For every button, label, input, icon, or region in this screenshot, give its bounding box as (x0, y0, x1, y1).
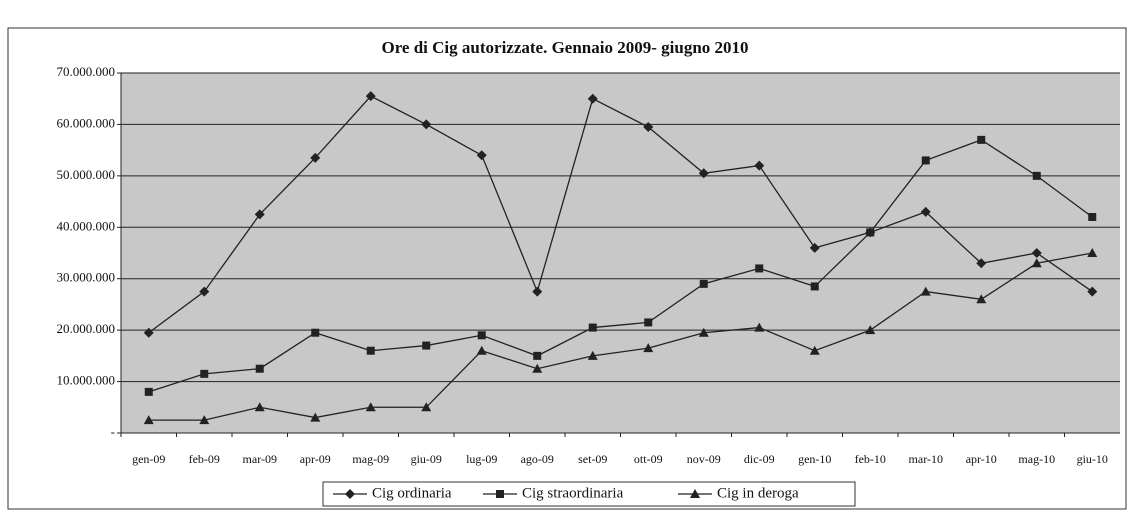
marker-diamond (587, 93, 598, 104)
y-tick-label: - (111, 424, 115, 439)
marker-triangle (254, 402, 265, 412)
x-tick-label: feb-10 (855, 452, 886, 466)
marker-triangle (920, 286, 931, 296)
legend-label: Cig ordinaria (372, 485, 452, 501)
series-line (148, 95, 1093, 334)
x-tick-label: gen-10 (798, 452, 831, 466)
marker-square (496, 490, 504, 498)
marker-square (422, 341, 431, 350)
x-tick-label: apr-10 (966, 452, 997, 466)
y-tick-label: 20.000.000 (57, 321, 116, 336)
marker-square (366, 346, 375, 355)
marker-triangle (199, 415, 210, 425)
series-line (148, 252, 1093, 421)
x-tick-label: mag-10 (1018, 452, 1055, 466)
marker-diamond (476, 150, 487, 161)
marker-diamond (1031, 248, 1042, 258)
marker-square (977, 135, 986, 144)
marker-square (810, 282, 819, 291)
legend-box (322, 481, 856, 507)
marker-diamond (199, 286, 210, 297)
marker-triangle (754, 322, 765, 332)
marker-diamond (643, 122, 654, 132)
marker-square (533, 351, 542, 360)
marker-diamond (1087, 286, 1098, 297)
marker-square (255, 364, 264, 373)
marker-triangle (421, 402, 432, 412)
marker-square (1032, 171, 1041, 180)
x-tick-label: mar-10 (909, 452, 943, 466)
marker-square (699, 279, 708, 288)
marker-triangle (1087, 248, 1098, 257)
marker-diamond (920, 206, 931, 217)
x-tick-label: mar-09 (243, 452, 277, 466)
series-line (148, 139, 1093, 393)
x-tick-label: giu-09 (411, 452, 442, 466)
y-tick-label: 70.000.000 (57, 64, 116, 79)
x-tick-label: ago-09 (521, 452, 554, 466)
marker-triangle (976, 294, 987, 304)
marker-square (477, 331, 486, 340)
plot-area (121, 73, 1120, 433)
legend-label: Cig in deroga (717, 485, 799, 501)
marker-diamond (310, 152, 321, 163)
marker-diamond (754, 160, 765, 171)
marker-diamond (698, 168, 709, 179)
legend-label: Cig straordinaria (522, 485, 624, 501)
marker-triangle (365, 402, 376, 412)
marker-diamond (365, 91, 376, 102)
y-tick-label: 30.000.000 (57, 270, 116, 285)
marker-square (311, 328, 320, 337)
marker-diamond (421, 119, 432, 130)
marker-triangle (690, 489, 700, 498)
x-tick-label: ott-09 (634, 452, 663, 466)
marker-triangle (476, 345, 487, 355)
marker-triangle (809, 345, 820, 355)
x-tick-label: feb-09 (189, 452, 220, 466)
marker-triangle (310, 412, 321, 422)
x-tick-label: set-09 (578, 452, 607, 466)
x-tick-label: gen-09 (132, 452, 165, 466)
marker-triangle (643, 343, 654, 353)
marker-square (144, 387, 153, 396)
y-tick-label: 60.000.000 (57, 115, 116, 130)
marker-diamond (254, 209, 265, 220)
x-tick-label: mag-09 (352, 452, 389, 466)
marker-diamond (143, 327, 154, 338)
marker-square (921, 156, 930, 165)
marker-square (866, 228, 875, 237)
marker-diamond (809, 242, 820, 253)
x-tick-label: apr-09 (300, 452, 331, 466)
y-tick-label: 10.000.000 (57, 373, 116, 388)
x-tick-label: nov-09 (687, 452, 721, 466)
x-tick-label: dic-09 (744, 452, 775, 466)
marker-triangle (698, 327, 709, 337)
marker-square (755, 264, 764, 273)
chart-title: Ore di Cig autorizzate. Gennaio 2009- gi… (381, 38, 748, 57)
marker-triangle (587, 350, 598, 360)
marker-triangle (865, 325, 876, 335)
marker-triangle (1031, 258, 1042, 268)
marker-diamond (345, 489, 355, 499)
x-tick-label: lug-09 (466, 452, 497, 466)
marker-triangle (143, 415, 154, 425)
marker-triangle (532, 363, 543, 373)
y-tick-label: 40.000.000 (57, 218, 116, 233)
marker-diamond (532, 286, 543, 297)
marker-square (200, 369, 209, 378)
marker-diamond (976, 258, 987, 269)
y-tick-label: 50.000.000 (57, 167, 116, 182)
x-tick-label: giu-10 (1077, 452, 1108, 466)
marker-square (588, 323, 597, 332)
marker-square (1088, 213, 1097, 221)
marker-square (644, 318, 653, 327)
